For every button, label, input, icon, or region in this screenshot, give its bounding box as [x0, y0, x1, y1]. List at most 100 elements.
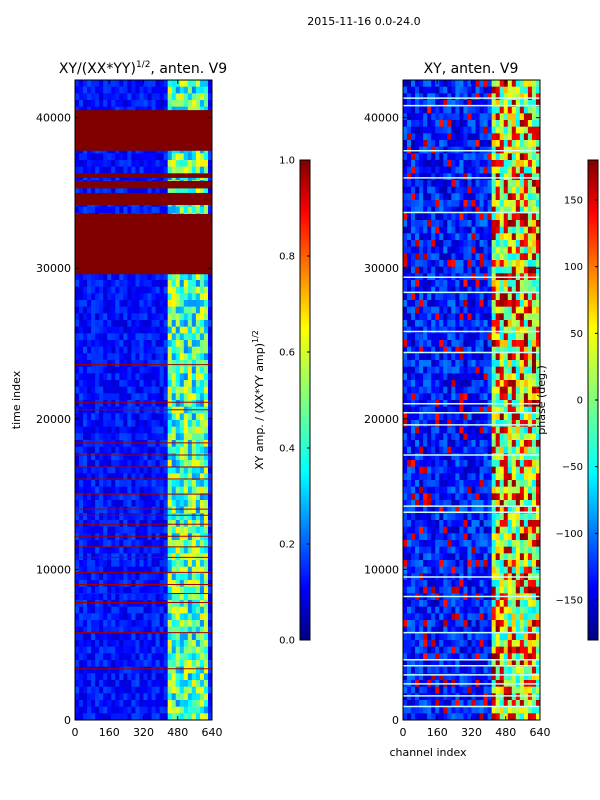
amplitude-heatmap-cell	[119, 360, 124, 367]
amplitude-heatmap-cell	[151, 426, 156, 434]
amplitude-heatmap-cell	[199, 346, 205, 354]
amplitude-heatmap-cell	[119, 446, 124, 454]
phase-heatmap-cell	[495, 286, 501, 294]
phase-heatmap-cell	[467, 153, 472, 161]
amplitude-heatmap-cell	[143, 706, 148, 714]
amplitude-heatmap-cell	[175, 626, 181, 634]
phase-heatmap-cell	[531, 180, 537, 187]
amplitude-heatmap-cell	[91, 360, 96, 367]
phase-heatmap-cell	[487, 186, 492, 194]
amplitude-heatmap-cell	[111, 346, 116, 354]
amplitude-heatmap-cell	[131, 586, 136, 594]
amplitude-heatmap-cell	[83, 553, 88, 561]
amplitude-heatmap-cell	[123, 286, 128, 294]
phase-heatmap-cell	[427, 346, 432, 354]
amplitude-heatmap-cell	[179, 520, 185, 527]
amplitude-heatmap-cell	[115, 633, 120, 641]
phase-heatmap-cell	[535, 366, 540, 374]
phase-heatmap-cell	[491, 126, 496, 134]
amplitude-heatmap-cell	[183, 633, 189, 641]
amplitude-heatmap-cell	[83, 640, 88, 647]
amplitude-heatmap-cell	[83, 166, 88, 174]
amplitude-heatmap-cell	[135, 153, 140, 161]
amplitude-heatmap-cell	[195, 206, 201, 214]
phase-heatmap-cell	[407, 306, 412, 314]
amplitude-heatmap-cell	[139, 640, 144, 647]
amplitude-heatmap-cell	[147, 80, 152, 87]
phase-heatmap-cell	[535, 320, 540, 327]
amplitude-heatmap-cell	[99, 566, 104, 574]
phase-heatmap-cell	[423, 233, 428, 241]
amplitude-heatmap-cell	[171, 386, 177, 394]
amplitude-heatmap-cell	[167, 560, 173, 567]
phase-heatmap-cell	[411, 160, 416, 167]
phase-heatmap-cell	[515, 200, 521, 207]
amplitude-heatmap-cell	[147, 373, 152, 381]
phase-heatmap-cell	[519, 286, 525, 294]
phase-heatmap-cell	[463, 206, 468, 214]
phase-heatmap-cell	[515, 93, 521, 101]
amplitude-heatmap-cell	[119, 580, 124, 587]
amplitude-heatmap-cell	[119, 700, 124, 707]
phase-heatmap-cell	[483, 346, 488, 354]
amplitude-heatmap-cell	[143, 373, 148, 381]
amplitude-heatmap-cell	[187, 300, 193, 307]
amplitude-heatmap-cell	[151, 373, 156, 381]
amplitude-heatmap-cell	[191, 573, 197, 581]
amplitude-heatmap-cell	[171, 100, 177, 107]
amplitude-heatmap-cell	[179, 653, 185, 661]
amplitude-heatmap-cell	[207, 440, 212, 447]
amplitude-heatmap-cell	[175, 393, 181, 401]
phase-heatmap-cell	[459, 180, 464, 187]
phase-heatmap-cell	[439, 260, 444, 267]
amplitude-heatmap-cell	[111, 360, 116, 367]
phase-heatmap-cell	[463, 253, 468, 261]
amplitude-heatmap-cell	[163, 313, 168, 321]
phase-heatmap-cell	[439, 80, 444, 87]
amplitude-heatmap-cell	[111, 460, 116, 467]
amplitude-heatmap-cell	[131, 686, 136, 694]
amplitude-heatmap-cell	[139, 486, 144, 494]
amplitude-heatmap-cell	[151, 286, 156, 294]
amplitude-heatmap-cell	[119, 466, 124, 474]
amplitude-heatmap-cell	[167, 366, 173, 374]
phase-heatmap-cell	[427, 386, 432, 394]
phase-heatmap-cell	[407, 360, 412, 367]
phase-heatmap-cell	[483, 193, 488, 201]
amplitude-heatmap-cell	[155, 326, 160, 334]
phase-heatmap-cell	[511, 166, 517, 174]
phase-heatmap-cell	[507, 320, 513, 327]
phase-heatmap-cell	[455, 186, 460, 194]
amplitude-heatmap-cell	[75, 446, 80, 454]
amplitude-heatmap-cell	[183, 540, 189, 547]
amplitude-heatmap-cell	[175, 373, 181, 381]
phase-heatmap-cell	[507, 140, 513, 147]
amplitude-heatmap-cell	[111, 626, 116, 634]
phase-heatmap-cell	[419, 393, 424, 401]
amplitude-heatmap-cell	[163, 713, 168, 720]
amplitude-heatmap-cell	[155, 600, 160, 607]
phase-heatmap-cell	[427, 293, 432, 301]
amplitude-heatmap-cell	[119, 586, 124, 594]
amplitude-heatmap-cell	[79, 160, 84, 167]
phase-heatmap-cell	[499, 353, 505, 361]
amplitude-heatmap-cell	[203, 440, 209, 447]
amplitude-heatmap-cell	[151, 493, 156, 501]
amplitude-xtick-label: 160	[99, 726, 120, 739]
amplitude-heatmap-cell	[131, 593, 136, 601]
amplitude-heatmap-cell	[115, 560, 120, 567]
phase-heatmap-cell	[519, 353, 525, 361]
phase-heatmap-cell	[451, 393, 456, 401]
phase-heatmap-cell	[475, 233, 480, 241]
phase-heatmap-cell	[475, 353, 480, 361]
phase-heatmap-cell	[423, 326, 428, 334]
amplitude-heatmap-cell	[195, 613, 201, 621]
phase-heatmap-cell	[439, 366, 444, 374]
amplitude-heatmap-cell	[111, 653, 116, 661]
phase-heatmap-cell	[499, 300, 505, 307]
amplitude-heatmap-cell	[115, 373, 120, 381]
phase-heatmap-cell	[483, 293, 488, 301]
amplitude-heatmap-cell	[111, 326, 116, 334]
phase-heatmap-cell	[487, 106, 492, 114]
amplitude-heatmap-cell	[179, 473, 185, 481]
